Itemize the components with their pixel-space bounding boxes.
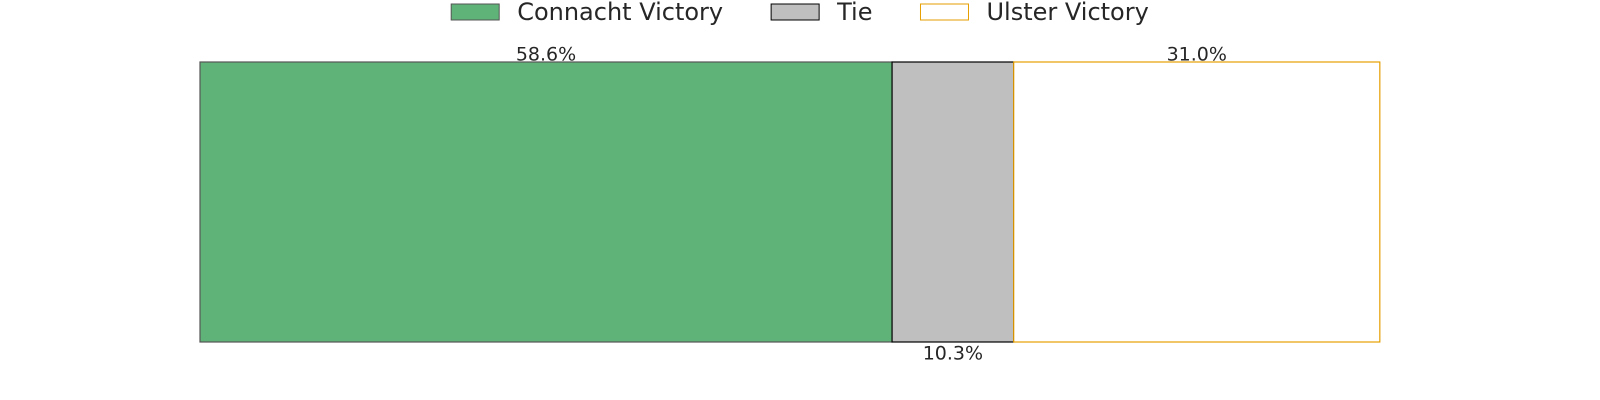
legend-swatch [450,3,500,21]
bar-segment [891,61,1015,343]
legend-swatch [770,3,820,21]
value-label: 31.0% [1167,44,1227,66]
legend-label: Ulster Victory [986,0,1148,26]
value-label: 10.3% [923,343,983,365]
bar-segment [1013,61,1381,343]
value-label: 58.6% [516,44,576,66]
legend-label: Connacht Victory [517,0,723,26]
legend-label: Tie [836,0,872,26]
legend-swatch [919,3,969,21]
bar-segment [199,61,893,343]
